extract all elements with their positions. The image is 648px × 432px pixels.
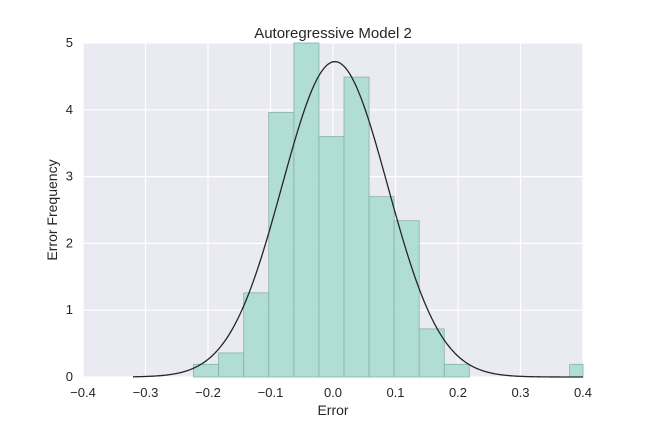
histogram-bar: [218, 352, 245, 378]
x-axis-label: Error: [317, 402, 348, 418]
histogram-bar: [318, 136, 345, 378]
y-tick-label: 0: [66, 369, 73, 384]
x-tick-label: 0.0: [324, 385, 342, 400]
x-tick-label: −0.1: [258, 385, 284, 400]
histogram-bar: [343, 76, 370, 378]
histogram-bar: [293, 42, 320, 378]
x-tick-label: −0.2: [195, 385, 221, 400]
histogram-bar: [569, 363, 584, 378]
histogram-bar: [268, 112, 295, 378]
histogram-bar: [443, 363, 470, 378]
x-tick-labels: −0.4 −0.3 −0.2 −0.1 0.0 0.1 0.2 0.3 0.4: [70, 385, 592, 400]
y-tick-label: 2: [66, 235, 73, 250]
histogram-bars: [193, 42, 584, 378]
x-tick-label: 0.1: [386, 385, 404, 400]
y-axis-label: Error Frequency: [44, 159, 60, 260]
x-tick-label: 0.3: [511, 385, 529, 400]
y-tick-label: 4: [66, 102, 73, 117]
y-tick-label: 1: [66, 302, 73, 317]
x-tick-label: 0.4: [574, 385, 592, 400]
normal-fit-curve: [132, 60, 583, 378]
chart-title: Autoregressive Model 2: [254, 25, 412, 42]
y-tick-labels: 0 1 2 3 4 5: [66, 35, 73, 384]
y-tick-label: 5: [66, 35, 73, 50]
histogram-bar: [393, 220, 420, 378]
histogram-bar: [418, 328, 445, 378]
y-tick-label: 3: [66, 169, 73, 184]
histogram-bar: [243, 292, 270, 378]
x-tick-label: 0.2: [449, 385, 467, 400]
histogram-bar: [368, 196, 395, 378]
x-tick-label: −0.4: [70, 385, 96, 400]
x-tick-label: −0.3: [133, 385, 159, 400]
